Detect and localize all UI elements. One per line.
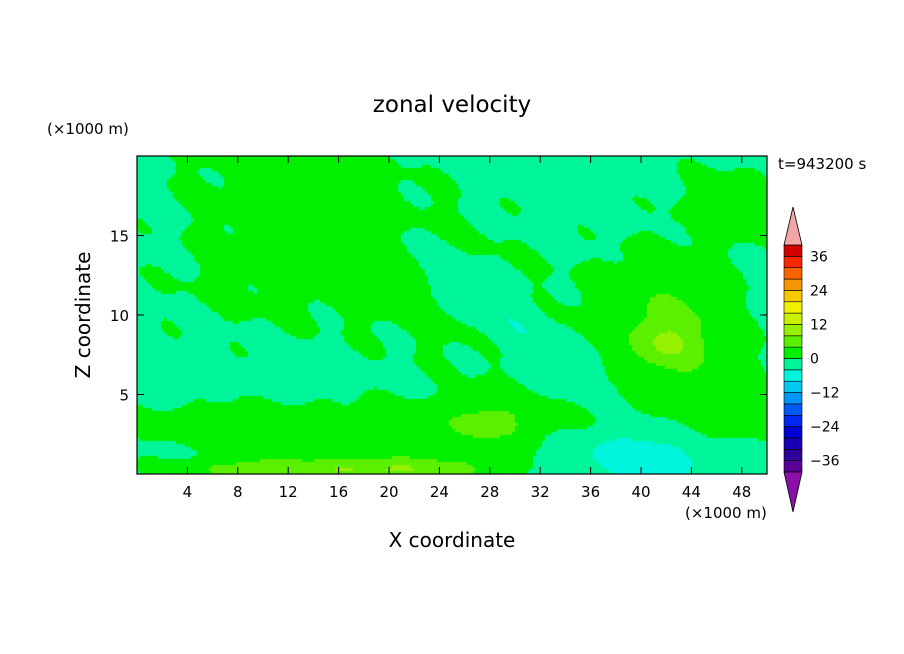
x-tick-label: 44 — [682, 483, 701, 501]
x-tick-label: 48 — [732, 483, 751, 501]
x-unit-label: (×1000 m) — [685, 504, 767, 522]
colorbar-bin — [783, 414, 803, 427]
colorbar-over-arrow — [783, 206, 803, 246]
x-tick-label: 4 — [183, 483, 193, 501]
colorbar-label: −36 — [810, 454, 840, 470]
colorbar-bin — [783, 324, 803, 337]
colorbar-bin — [783, 437, 803, 450]
colorbar-bin — [783, 392, 803, 405]
velocity-field — [137, 156, 767, 474]
x-tick-label: 36 — [581, 483, 600, 501]
colorbar-bin — [783, 380, 803, 393]
colorbar-bin — [783, 346, 803, 359]
y-axis-label: Z coordinate — [71, 252, 95, 379]
colorbar-bin — [783, 403, 803, 416]
plot-area — [136, 155, 768, 475]
y-tick-label: 15 — [110, 228, 129, 246]
colorbar-bin — [783, 369, 803, 382]
y-axis-ticks: 5 10 15 — [110, 228, 767, 405]
colorbar-label: −24 — [810, 420, 840, 436]
colorbar-label: 36 — [810, 249, 828, 265]
colorbar-bin — [783, 312, 803, 325]
colorbar-label: 12 — [810, 317, 828, 333]
x-tick-label: 24 — [430, 483, 449, 501]
x-tick-label: 12 — [279, 483, 298, 501]
colorbar-label: −12 — [810, 386, 840, 402]
colorbar-bin — [783, 278, 803, 291]
colorbar-bin — [783, 256, 803, 269]
colorbar-label: 0 — [810, 352, 819, 368]
colorbar-under-arrow — [783, 471, 803, 513]
colorbar-bin — [783, 358, 803, 371]
y-tick-label: 5 — [119, 387, 129, 405]
colorbar-bin — [783, 301, 803, 314]
time-label: t=943200 s — [778, 155, 866, 173]
x-tick-label: 16 — [329, 483, 348, 501]
x-tick-label: 8 — [233, 483, 243, 501]
x-tick-label: 40 — [631, 483, 650, 501]
colorbar-bin — [783, 426, 803, 439]
x-tick-label: 28 — [480, 483, 499, 501]
x-tick-label: 32 — [531, 483, 550, 501]
chart-title: zonal velocity — [373, 92, 531, 118]
colorbar: 36 24 12 0 −12 −24 −36 — [783, 206, 840, 513]
colorbar-label: 24 — [810, 283, 828, 299]
colorbar-bin — [783, 290, 803, 303]
colorbar-bin — [783, 448, 803, 461]
colorbar-bin — [783, 460, 803, 473]
colorbar-bin — [783, 267, 803, 280]
x-axis-label: X coordinate — [389, 528, 516, 552]
colorbar-bin — [783, 244, 803, 257]
colorbar-bin — [783, 335, 803, 348]
x-tick-label: 20 — [379, 483, 398, 501]
y-tick-label: 10 — [110, 307, 129, 325]
y-unit-label: (×1000 m) — [47, 120, 129, 138]
x-axis-ticks: 4 8 12 16 20 24 28 32 36 40 44 48 — [183, 156, 751, 501]
